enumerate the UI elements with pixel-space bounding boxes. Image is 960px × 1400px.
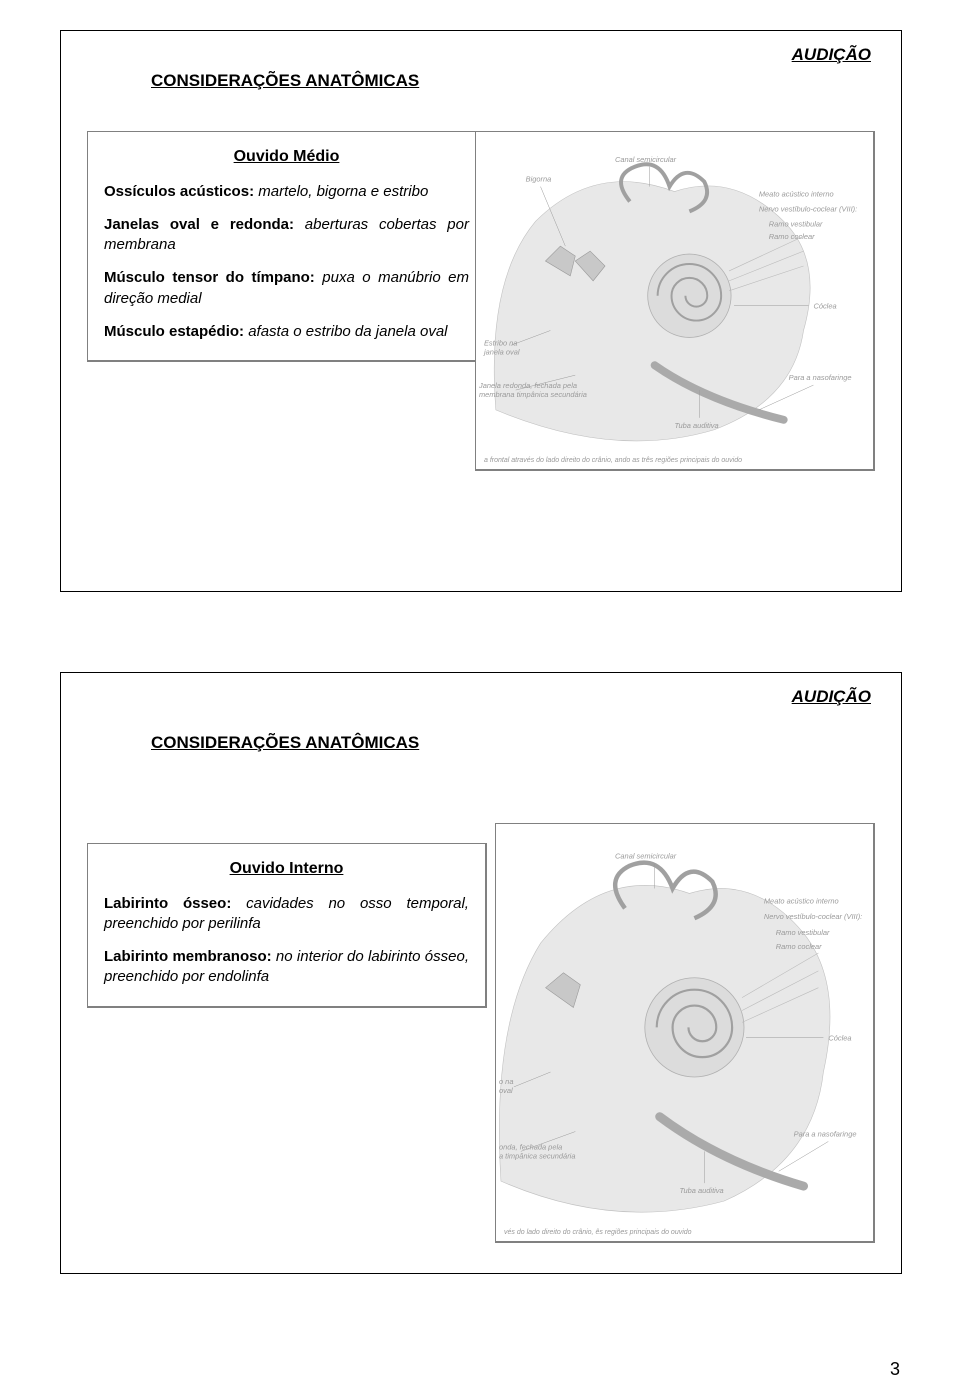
slide1-text-card: Ouvido Médio Ossículos acústicos: martel…	[87, 131, 487, 362]
slide-1: AUDIÇÃO CONSIDERAÇÕES ANATÔMICAS Ouvido …	[60, 30, 902, 592]
slide2-text-card: Ouvido Interno Labirinto ósseo: cavidade…	[87, 843, 487, 1008]
ear-diagram-2: Canal semicircular Meato acústico intern…	[496, 824, 873, 1241]
svg-text:Para a nasofaringe: Para a nasofaringe	[794, 1130, 857, 1139]
slide1-item-1: Janelas oval e redonda: aberturas cobert…	[104, 215, 469, 256]
svg-text:Ramo coclear: Ramo coclear	[769, 232, 815, 241]
slide2-header-right: AUDIÇÃO	[792, 687, 871, 707]
slide2-item-0: Labirinto ósseo: cavidades no osso tempo…	[104, 894, 469, 935]
slide2-image-card: Canal semicircular Meato acústico intern…	[495, 823, 875, 1243]
slide1-header-right: AUDIÇÃO	[792, 45, 871, 65]
slide1-section-title: CONSIDERAÇÕES ANATÔMICAS	[151, 71, 419, 91]
svg-text:Tuba auditiva: Tuba auditiva	[680, 1186, 724, 1195]
svg-text:Nervo vestíbulo-coclear (VIII): Nervo vestíbulo-coclear (VIII):	[759, 204, 857, 213]
svg-text:Ramo vestibular: Ramo vestibular	[776, 928, 830, 937]
svg-text:Ramo vestibular: Ramo vestibular	[769, 219, 823, 228]
svg-text:Meato acústico interno: Meato acústico interno	[764, 896, 839, 905]
slide1-image-caption: a frontal através do lado direito do crâ…	[484, 457, 865, 465]
slide1-item-2: Músculo tensor do tímpano: puxa o manúbr…	[104, 268, 469, 309]
ear-diagram-1: Bigorna Canal semicircular Meato acústic…	[476, 132, 873, 469]
page-number: 3	[890, 1359, 900, 1380]
slide-2: AUDIÇÃO CONSIDERAÇÕES ANATÔMICAS Ouvido …	[60, 672, 902, 1274]
svg-text:Para a nasofaringe: Para a nasofaringe	[789, 373, 852, 382]
slide2-item-1: Labirinto membranoso: no interior do lab…	[104, 947, 469, 988]
slide1-card-title: Ouvido Médio	[104, 146, 469, 168]
svg-text:Nervo vestíbulo-coclear (VIII): Nervo vestíbulo-coclear (VIII):	[764, 912, 862, 921]
slide2-image-caption: vés do lado direito do crânio, ês regiõe…	[504, 1229, 865, 1237]
slide2-section-title: CONSIDERAÇÕES ANATÔMICAS	[151, 733, 419, 753]
page: AUDIÇÃO CONSIDERAÇÕES ANATÔMICAS Ouvido …	[0, 0, 960, 1400]
slide2-card-title: Ouvido Interno	[104, 858, 469, 880]
svg-text:Ramo coclear: Ramo coclear	[776, 942, 822, 951]
svg-text:Canal semicircular: Canal semicircular	[615, 155, 677, 164]
slide1-item-3: Músculo estapédio: afasta o estribo da j…	[104, 322, 469, 342]
svg-text:Cóclea: Cóclea	[828, 1033, 851, 1042]
slide1-item-0: Ossículos acústicos: martelo, bigorna e …	[104, 182, 469, 202]
svg-text:Canal semicircular: Canal semicircular	[615, 852, 677, 861]
svg-text:Meato acústico interno: Meato acústico interno	[759, 190, 834, 199]
svg-text:Janela redonda, fechada pelame: Janela redonda, fechada pelamembrana tim…	[478, 381, 587, 399]
svg-text:Tuba auditiva: Tuba auditiva	[675, 421, 719, 430]
svg-text:Estribo najanela oval: Estribo najanela oval	[483, 338, 520, 356]
svg-text:Cóclea: Cóclea	[813, 302, 836, 311]
slide1-image-card: Bigorna Canal semicircular Meato acústic…	[475, 131, 875, 471]
svg-text:Bigorna: Bigorna	[526, 175, 552, 184]
svg-text:o naoval: o naoval	[499, 1077, 513, 1095]
